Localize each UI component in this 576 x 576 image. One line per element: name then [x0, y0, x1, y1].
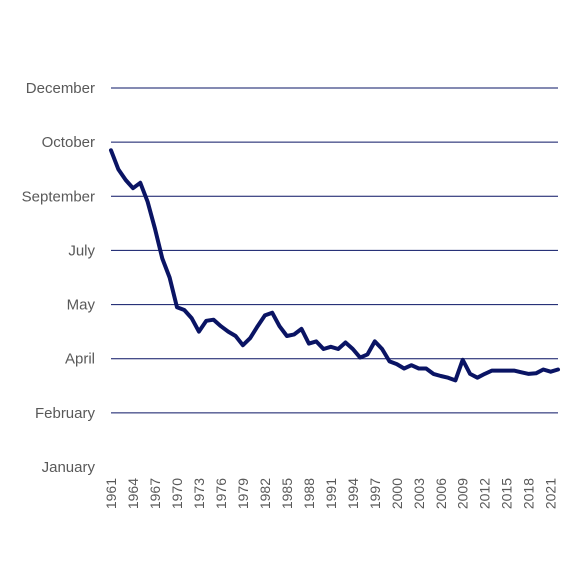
- x-tick-label: 1994: [345, 478, 361, 509]
- x-tick-label: 1982: [257, 478, 273, 509]
- y-axis-labels: January February April May July September Octo…: [22, 80, 96, 476]
- x-tick-label: 2012: [477, 478, 493, 509]
- y-tick-label: October: [42, 134, 95, 151]
- x-tick-label: 1970: [169, 478, 185, 509]
- x-tick-label: 1976: [213, 478, 229, 509]
- y-tick-label: May: [67, 297, 96, 314]
- grid-lines: [111, 87, 558, 414]
- x-tick-label: 1973: [191, 478, 207, 509]
- x-tick-label: 2009: [455, 478, 471, 509]
- x-tick-label: 1964: [125, 478, 141, 509]
- x-axis-labels: 1961 1964 1967 1970 1973 1976 1979 1982 1985 1988…: [103, 478, 559, 509]
- x-tick-label: 2021: [543, 478, 559, 509]
- x-tick-label: 1988: [301, 478, 317, 509]
- x-tick-label: 2006: [433, 478, 449, 509]
- x-tick-label: 2003: [411, 478, 427, 509]
- x-tick-label: 2018: [521, 478, 537, 509]
- y-tick-label: February: [35, 405, 96, 422]
- x-tick-label: 1991: [323, 478, 339, 509]
- y-tick-label: July: [68, 242, 95, 259]
- series-group: [109, 148, 560, 383]
- series-line: [109, 148, 560, 383]
- x-tick-label: 1979: [235, 478, 251, 509]
- y-tick-label: September: [22, 188, 95, 205]
- x-tick-label: 2000: [389, 478, 405, 509]
- y-tick-label: December: [26, 80, 95, 97]
- y-tick-label: January: [42, 459, 96, 476]
- x-tick-label: 2015: [499, 478, 515, 509]
- x-tick-label: 1967: [147, 478, 163, 509]
- x-tick-label: 1985: [279, 478, 295, 509]
- y-tick-label: April: [65, 351, 95, 368]
- x-tick-label: 1961: [103, 478, 119, 509]
- x-tick-label: 1997: [367, 478, 383, 509]
